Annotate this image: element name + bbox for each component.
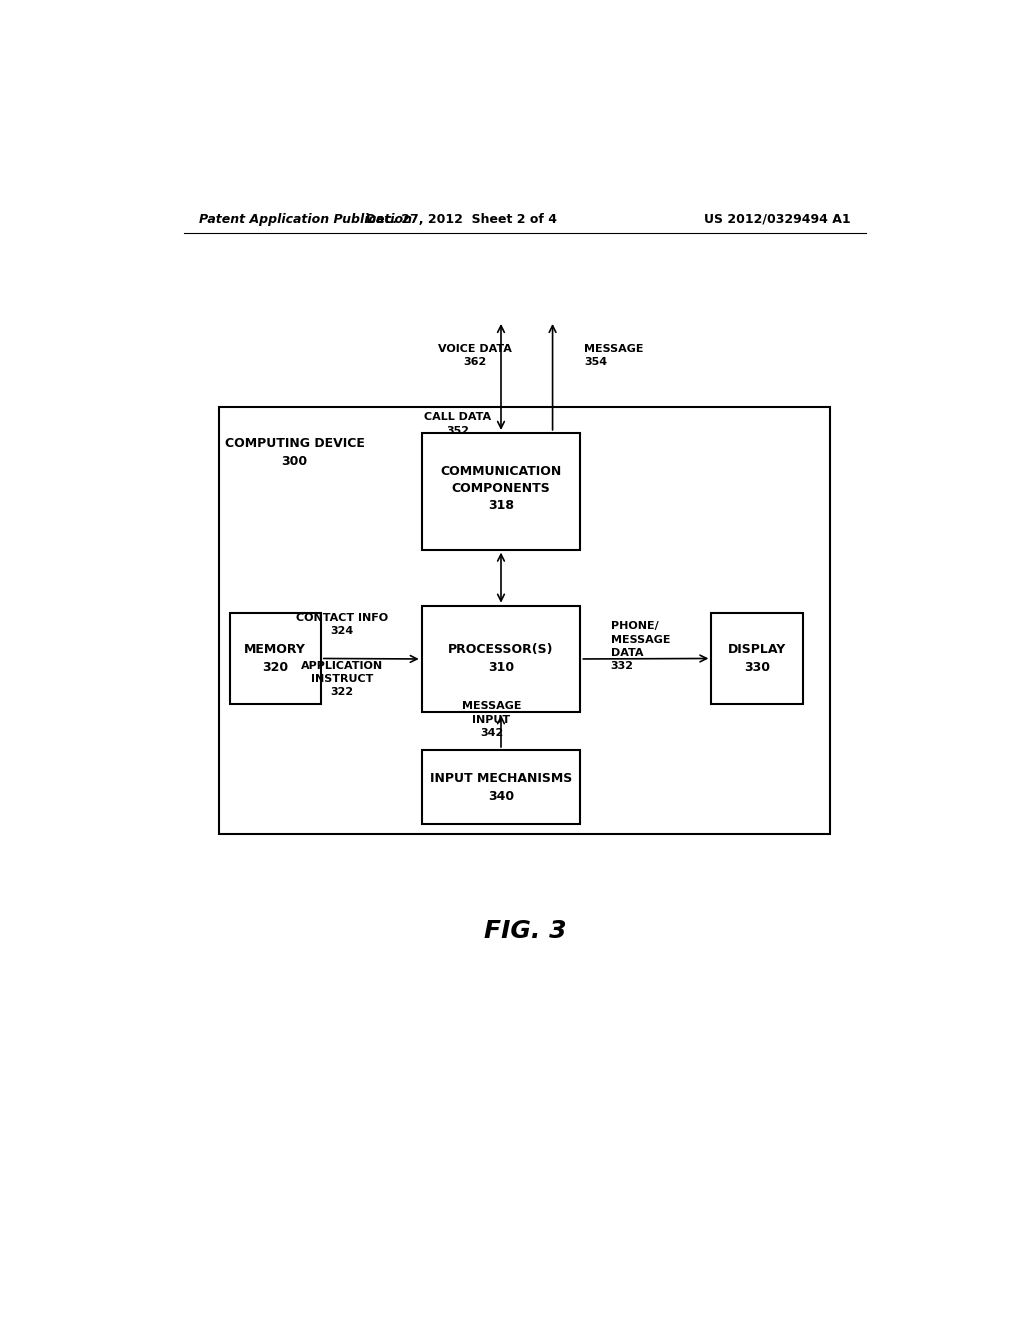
Text: CALL DATA
352: CALL DATA 352 — [424, 412, 490, 436]
Text: US 2012/0329494 A1: US 2012/0329494 A1 — [703, 213, 850, 226]
Bar — [422, 750, 581, 824]
Bar — [422, 606, 581, 713]
Bar — [422, 433, 581, 549]
Text: MEMORY
320: MEMORY 320 — [245, 643, 306, 675]
Text: COMPUTING DEVICE
300: COMPUTING DEVICE 300 — [224, 437, 365, 467]
Text: PROCESSOR(S)
310: PROCESSOR(S) 310 — [449, 643, 554, 675]
Bar — [219, 408, 830, 834]
Text: Dec. 27, 2012  Sheet 2 of 4: Dec. 27, 2012 Sheet 2 of 4 — [366, 213, 557, 226]
Text: CONTACT INFO
324: CONTACT INFO 324 — [296, 612, 388, 636]
Bar — [229, 612, 321, 704]
Bar — [712, 612, 803, 704]
Text: Patent Application Publication: Patent Application Publication — [200, 213, 413, 226]
Text: COMMUNICATION
COMPONENTS
318: COMMUNICATION COMPONENTS 318 — [440, 465, 561, 512]
Text: APPLICATION
INSTRUCT
322: APPLICATION INSTRUCT 322 — [301, 660, 383, 697]
Text: DISPLAY
330: DISPLAY 330 — [728, 643, 786, 675]
Text: MESSAGE
354: MESSAGE 354 — [585, 343, 644, 367]
Text: FIG. 3: FIG. 3 — [483, 919, 566, 942]
Text: VOICE DATA
362: VOICE DATA 362 — [438, 343, 512, 367]
Text: INPUT MECHANISMS
340: INPUT MECHANISMS 340 — [430, 772, 572, 803]
Text: PHONE/
MESSAGE
DATA
332: PHONE/ MESSAGE DATA 332 — [610, 622, 670, 671]
Text: MESSAGE
INPUT
342: MESSAGE INPUT 342 — [462, 701, 521, 738]
